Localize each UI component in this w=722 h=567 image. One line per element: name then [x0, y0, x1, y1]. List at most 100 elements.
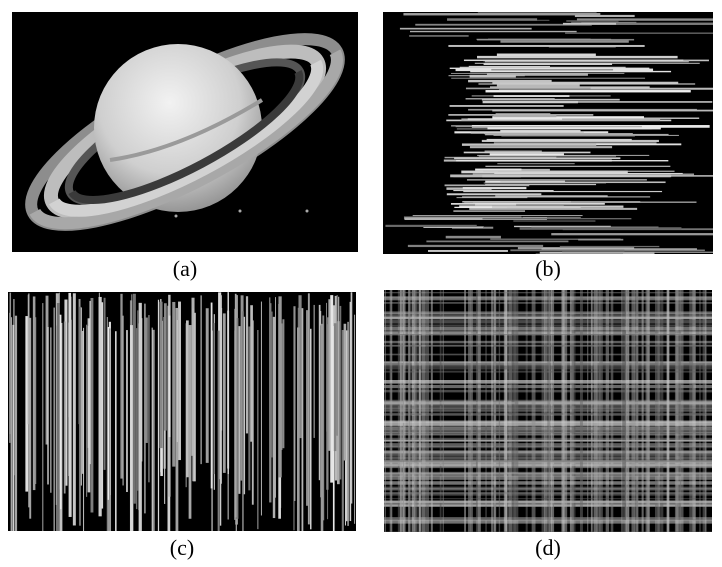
texture-stroke — [485, 166, 670, 167]
texture-stroke — [159, 302, 162, 448]
texture-stroke — [148, 315, 149, 482]
texture-stroke — [220, 295, 221, 526]
texture-stroke — [57, 303, 60, 539]
texture-stroke — [278, 296, 281, 477]
texture-stroke — [462, 201, 571, 203]
texture-stroke — [463, 191, 662, 192]
texture-stroke — [476, 290, 478, 532]
texture-stroke — [510, 249, 624, 251]
texture-stroke — [482, 99, 620, 101]
panel-d-image — [384, 290, 712, 534]
texture-stroke — [177, 320, 178, 442]
texture-stroke — [515, 290, 519, 532]
texture-stroke — [238, 326, 240, 494]
texture-stroke — [462, 196, 650, 197]
texture-stroke — [83, 328, 84, 542]
texture-stroke — [250, 305, 253, 442]
texture-stroke — [384, 440, 712, 441]
texture-stroke — [536, 253, 623, 254]
texture-stroke — [591, 290, 593, 532]
texture-stroke — [499, 290, 500, 532]
texture-stroke — [200, 295, 201, 464]
texture-stroke — [451, 78, 645, 79]
texture-stroke — [497, 163, 574, 164]
texture-stroke — [273, 317, 275, 518]
texture-stroke — [490, 20, 549, 21]
texture-stroke — [494, 95, 570, 97]
texture-stroke — [104, 298, 106, 470]
texture-stroke — [164, 303, 167, 430]
texture-stroke — [497, 84, 580, 87]
texture-stroke — [500, 181, 665, 183]
texture-stroke — [126, 330, 128, 492]
texture-stroke — [413, 215, 583, 216]
texture-stroke — [551, 233, 722, 235]
texture-stroke — [354, 315, 355, 524]
texture-stroke — [337, 295, 338, 436]
texture-stroke — [328, 299, 330, 451]
texture-stroke — [334, 323, 337, 451]
texture-stroke — [218, 331, 220, 562]
panel-b-image — [383, 12, 722, 255]
texture-stroke — [314, 305, 315, 438]
texture-stroke — [302, 308, 304, 542]
texture-stroke — [493, 115, 556, 118]
texture-stroke — [587, 290, 588, 532]
texture-stroke — [10, 293, 12, 434]
texture-stroke — [544, 290, 547, 532]
texture-stroke — [390, 290, 393, 532]
texture-stroke — [333, 326, 334, 533]
caption: (d) — [535, 535, 561, 560]
texture-stroke — [680, 290, 681, 532]
texture-stroke — [120, 294, 122, 479]
texture-stroke — [414, 290, 418, 532]
texture-stroke — [464, 60, 683, 62]
texture-stroke — [464, 290, 466, 532]
texture-stroke — [450, 105, 564, 107]
texture-stroke — [403, 290, 404, 532]
texture-stroke — [426, 290, 429, 532]
texture-stroke — [431, 290, 433, 532]
texture-stroke — [327, 324, 328, 519]
texture-stroke — [470, 71, 671, 72]
texture-stroke — [108, 327, 109, 500]
texture-stroke — [443, 290, 444, 532]
texture-stroke — [308, 293, 310, 524]
texture-stroke — [192, 308, 194, 481]
texture-stroke — [547, 290, 550, 532]
texture-stroke — [606, 290, 609, 532]
texture-stroke — [172, 302, 175, 467]
texture-stroke — [646, 290, 650, 532]
texture-stroke — [29, 318, 31, 519]
texture-stroke — [385, 225, 476, 227]
texture-stroke — [451, 203, 605, 205]
texture-stroke — [213, 323, 215, 474]
texture-stroke — [485, 290, 487, 532]
texture-stroke — [492, 110, 722, 112]
texture-stroke — [410, 31, 577, 32]
texture-stroke — [468, 290, 471, 532]
texture-stroke — [468, 118, 562, 119]
texture-stroke — [622, 290, 626, 532]
texture-stroke — [477, 56, 678, 58]
texture-stroke — [409, 35, 468, 36]
texture-stroke — [419, 290, 422, 532]
texture-stroke — [73, 293, 76, 525]
texture-stroke — [490, 239, 620, 240]
texture-stroke — [189, 325, 192, 519]
texture-stroke — [347, 322, 349, 526]
texture-stroke — [35, 317, 36, 484]
texture-stroke — [235, 294, 237, 518]
texture-stroke — [69, 320, 72, 517]
texture-stroke — [136, 328, 137, 509]
texture-stroke — [492, 206, 623, 208]
texture-stroke — [400, 28, 532, 30]
texture-stroke — [342, 330, 344, 540]
texture-stroke — [483, 101, 578, 103]
texture-stroke — [494, 173, 683, 174]
page: (a) (b) (c) (d) (() => { const data = JS… — [0, 0, 722, 567]
texture-stroke — [88, 326, 89, 448]
texture-stroke — [484, 133, 633, 134]
texture-stroke — [491, 290, 493, 532]
texture-stroke — [91, 298, 94, 512]
